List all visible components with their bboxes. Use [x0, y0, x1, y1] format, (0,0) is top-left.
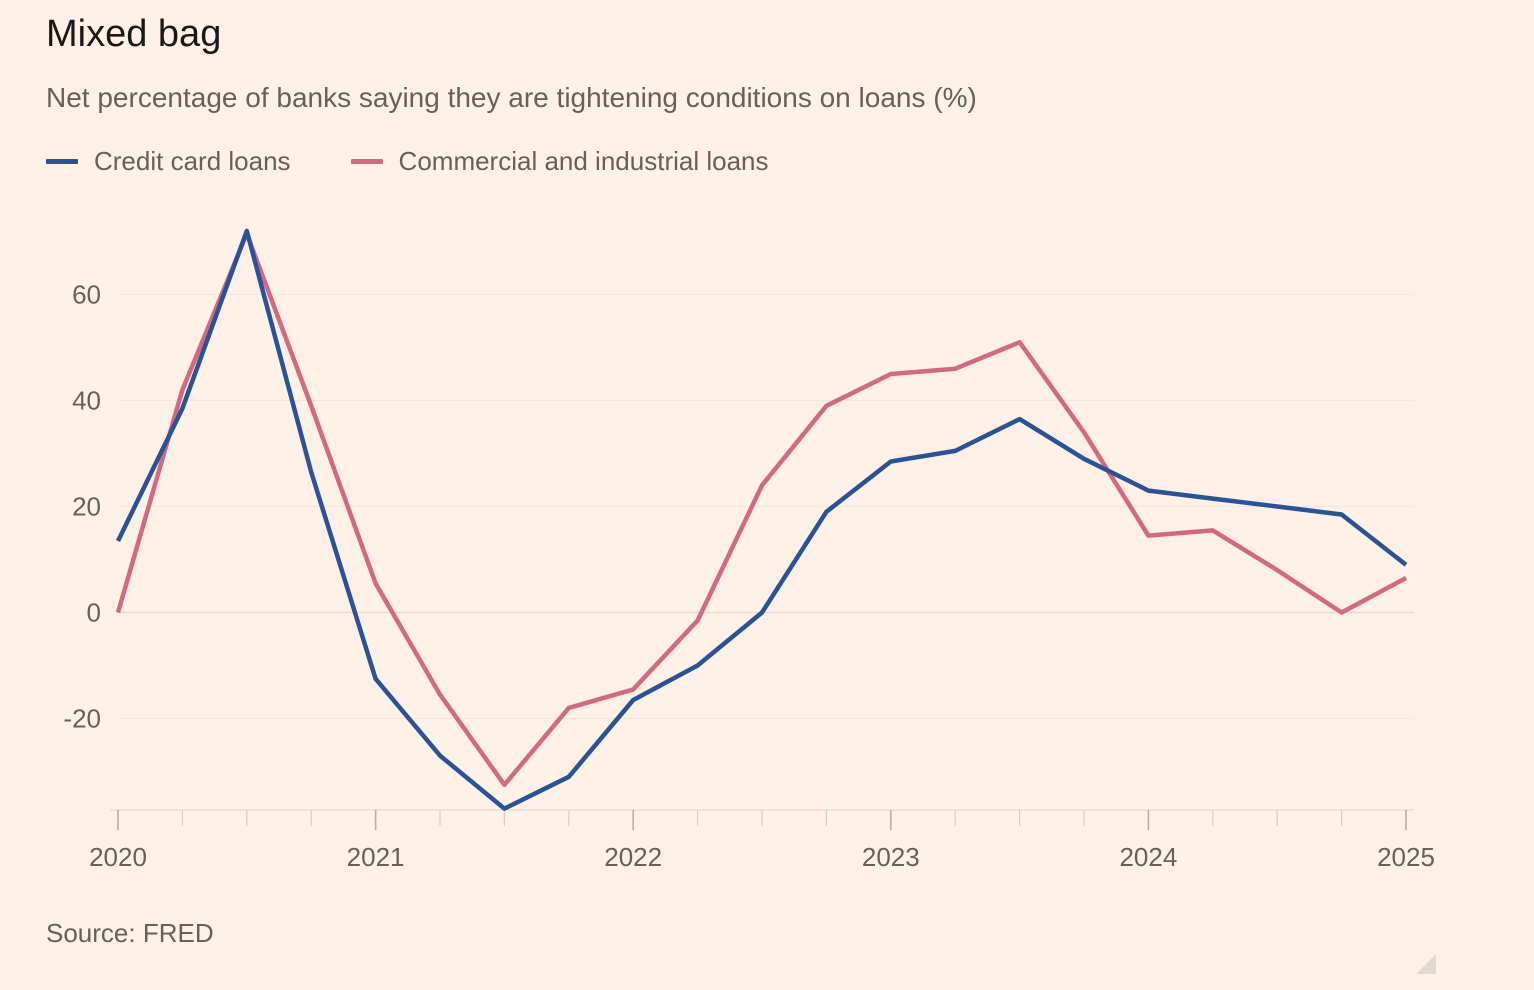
x-tick-label: 2025 [1377, 842, 1435, 872]
legend-label-commercial: Commercial and industrial loans [398, 145, 769, 176]
source-note: Source: FRED [46, 918, 214, 948]
x-tick-label: 2021 [347, 842, 405, 872]
legend-item-commercial: Commercial and industrial loans [350, 145, 769, 177]
y-tick-label: 20 [72, 492, 101, 522]
chart-title: Mixed bag [46, 13, 222, 55]
legend-label-credit-card: Credit card loans [94, 145, 291, 176]
chart-subtitle: Net percentage of banks saying they are … [46, 82, 977, 113]
x-tick-label: 2024 [1119, 842, 1177, 872]
y-tick-label: -20 [63, 704, 101, 734]
x-tick-label: 2023 [862, 842, 920, 872]
series-line-commercial [115, 231, 1408, 788]
legend: Credit card loans Commercial and industr… [46, 143, 829, 179]
x-tick-label: 2022 [604, 842, 662, 872]
x-tick-label: 2020 [89, 842, 147, 872]
gridlines [118, 293, 1414, 720]
legend-swatch-credit-card [46, 158, 78, 164]
y-tick-label: 60 [72, 280, 101, 310]
y-tick-label: 0 [87, 598, 101, 628]
legend-swatch-commercial [350, 158, 383, 164]
y-tick-label: 40 [72, 386, 101, 416]
series-lines [115, 228, 1408, 811]
x-axis: 2020 2021 2022 2023 2024 2025 [89, 809, 1435, 872]
series-line-credit-card [115, 228, 1408, 811]
resize-corner-icon [1416, 954, 1436, 974]
legend-item-credit-card: Credit card loans [46, 146, 291, 177]
y-axis: 60 40 20 0 -20 [63, 280, 101, 734]
